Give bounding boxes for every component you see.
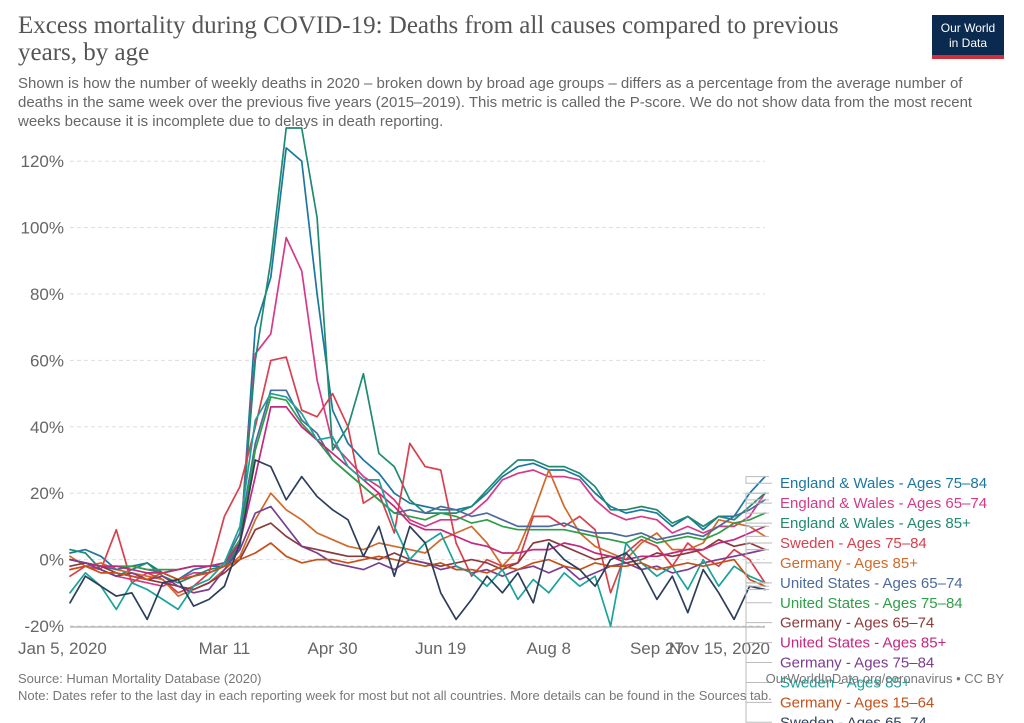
- legend-label: England & Wales - Ages 85+: [780, 515, 971, 532]
- series-line: [69, 542, 766, 588]
- logo-line1: Our World: [940, 21, 996, 35]
- chart-title: Excess mortality during COVID-19: Deaths…: [18, 12, 839, 66]
- x-tick-label: Mar 11: [199, 639, 251, 658]
- footnote-text: Note: Dates refer to the last day in eac…: [18, 688, 772, 703]
- x-tick-label: Jan 5, 2020: [18, 639, 107, 658]
- series-line: [69, 389, 766, 574]
- series-line: [69, 505, 766, 594]
- legend-label: England & Wales - Ages 65–74: [780, 495, 987, 512]
- legend: England & Wales - Ages 75–84 England & Wa…: [745, 475, 987, 723]
- legend-label: Sweden - Ages 75–84: [780, 535, 927, 552]
- y-tick-label: 120%: [21, 152, 64, 171]
- owid-logo[interactable]: Our World in Data: [932, 15, 1004, 59]
- y-tick-label: -20%: [24, 617, 64, 636]
- y-tick-label: 40%: [30, 418, 64, 437]
- x-tick-label: Jun 19: [415, 639, 466, 658]
- gridlines: [70, 160, 765, 627]
- y-tick-label: 20%: [30, 484, 64, 503]
- series-line: [69, 459, 766, 621]
- y-tick-label: 100%: [21, 219, 64, 238]
- series-line: [69, 127, 766, 584]
- x-tick-label: Sep 27: [630, 639, 684, 658]
- legend-label: United States - Ages 65–74: [780, 575, 963, 592]
- legend-label: Germany - Ages 75–84: [780, 655, 934, 672]
- logo-accent-bar: [932, 55, 1004, 59]
- y-tick-label: 0%: [39, 551, 64, 570]
- x-tick-label: Nov 15, 2020: [669, 639, 770, 658]
- axes: -20% 0% 20% 40% 60% 80% 100% 120% Jan 5, 2020 Mar…: [18, 152, 770, 658]
- source-text[interactable]: Source: Human Mortality Database (2020): [18, 671, 262, 686]
- y-tick-label: 80%: [30, 285, 64, 304]
- legend-connector: [745, 582, 772, 683]
- legend-label: United States - Ages 75–84: [780, 595, 963, 612]
- series-line: [69, 406, 766, 574]
- legend-label: Germany - Ages 15–64: [780, 694, 934, 711]
- legend-connector: [745, 499, 772, 584]
- legend-connector: [745, 588, 772, 723]
- series-line: [69, 356, 766, 594]
- x-tick-label: Aug 8: [527, 639, 571, 658]
- legend-label: United States - Ages 85+: [780, 635, 947, 652]
- credit-text[interactable]: OurWorldInData.org/coronavirus • CC BY: [765, 671, 1004, 686]
- series-line: [69, 147, 766, 581]
- legend-connector: [745, 476, 772, 484]
- logo-line2: in Data: [948, 36, 988, 50]
- legend-label: Sweden - Ages 85+: [780, 674, 911, 691]
- series-line: [69, 396, 766, 571]
- legend-label: Germany - Ages 85+: [780, 555, 918, 572]
- series-line: [69, 236, 766, 588]
- legend-label: England & Wales - Ages 75–84: [780, 475, 987, 492]
- legend-label: Sweden - Ages 65–74: [780, 714, 927, 723]
- x-tick-label: Apr 30: [308, 639, 358, 658]
- chart-subtitle: Shown is how the number of weekly deaths…: [18, 75, 973, 130]
- y-tick-label: 60%: [30, 351, 64, 370]
- legend-label: Germany - Ages 65–74: [780, 615, 934, 632]
- series-lines: [69, 127, 766, 627]
- series-line: [69, 392, 766, 627]
